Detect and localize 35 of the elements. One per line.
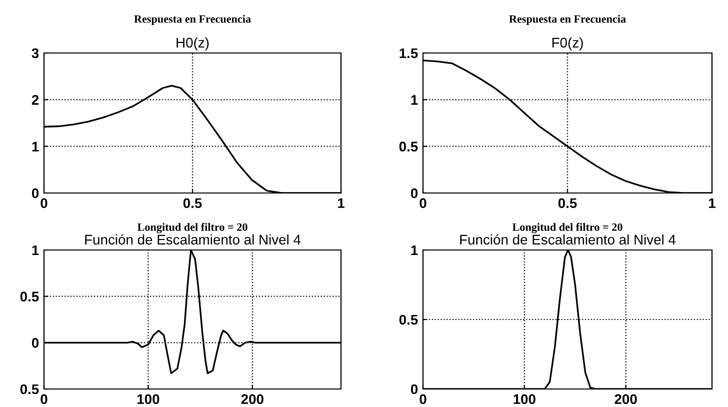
y-tick-label: 0.5 (399, 314, 418, 325)
x-tick-label: 0 (40, 198, 48, 208)
y-tick-label: 0 (32, 188, 39, 198)
y-tick-label: 3 (32, 48, 39, 58)
y-tick-label: 0 (32, 338, 39, 348)
x-tick-label: 100 (514, 394, 536, 404)
y-tick-label: 0 (410, 188, 418, 198)
y-tick-label: 1 (32, 142, 39, 152)
chart-subtitle: H0(z) (176, 37, 209, 50)
chart-title: Longitud del filtro = 20 (137, 222, 248, 234)
x-tick-label: 0 (420, 394, 426, 404)
chart-title: Respuesta en Frecuencia (134, 14, 251, 25)
x-tick-label: 0.5 (183, 198, 202, 208)
chart-subtitle: Función de Escalamiento al Nivel 4 (85, 234, 301, 245)
y-tick-label: 1 (411, 95, 418, 105)
y-tick-label: 1 (411, 245, 418, 256)
chart-subtitle: F0(z) (552, 37, 583, 50)
y-tick-label: 0 (410, 384, 418, 394)
y-tick-label: 0.5 (399, 142, 418, 152)
y-tick-label: 0.5 (20, 292, 39, 302)
x-tick-label: 200 (614, 394, 637, 404)
x-tick-label: 0 (40, 394, 48, 404)
y-tick-label: 2 (32, 95, 39, 105)
x-tick-label: 0.5 (558, 198, 577, 208)
x-tick-label: 0 (420, 198, 426, 208)
x-tick-label: 1 (709, 198, 716, 208)
x-tick-label: 1 (338, 198, 344, 208)
chart-subtitle: Función de Escalamiento al Nivel 4 (460, 234, 676, 245)
y-tick-label: 0.5 (20, 384, 39, 394)
chart-title: Respuesta en Frecuencia (509, 14, 626, 25)
y-tick-label: 1.5 (400, 48, 418, 58)
x-tick-label: 200 (241, 394, 264, 404)
y-tick-label: 1 (32, 245, 39, 256)
x-tick-label: 100 (138, 394, 160, 404)
chart-title: Longitud del filtro = 20 (512, 222, 622, 234)
